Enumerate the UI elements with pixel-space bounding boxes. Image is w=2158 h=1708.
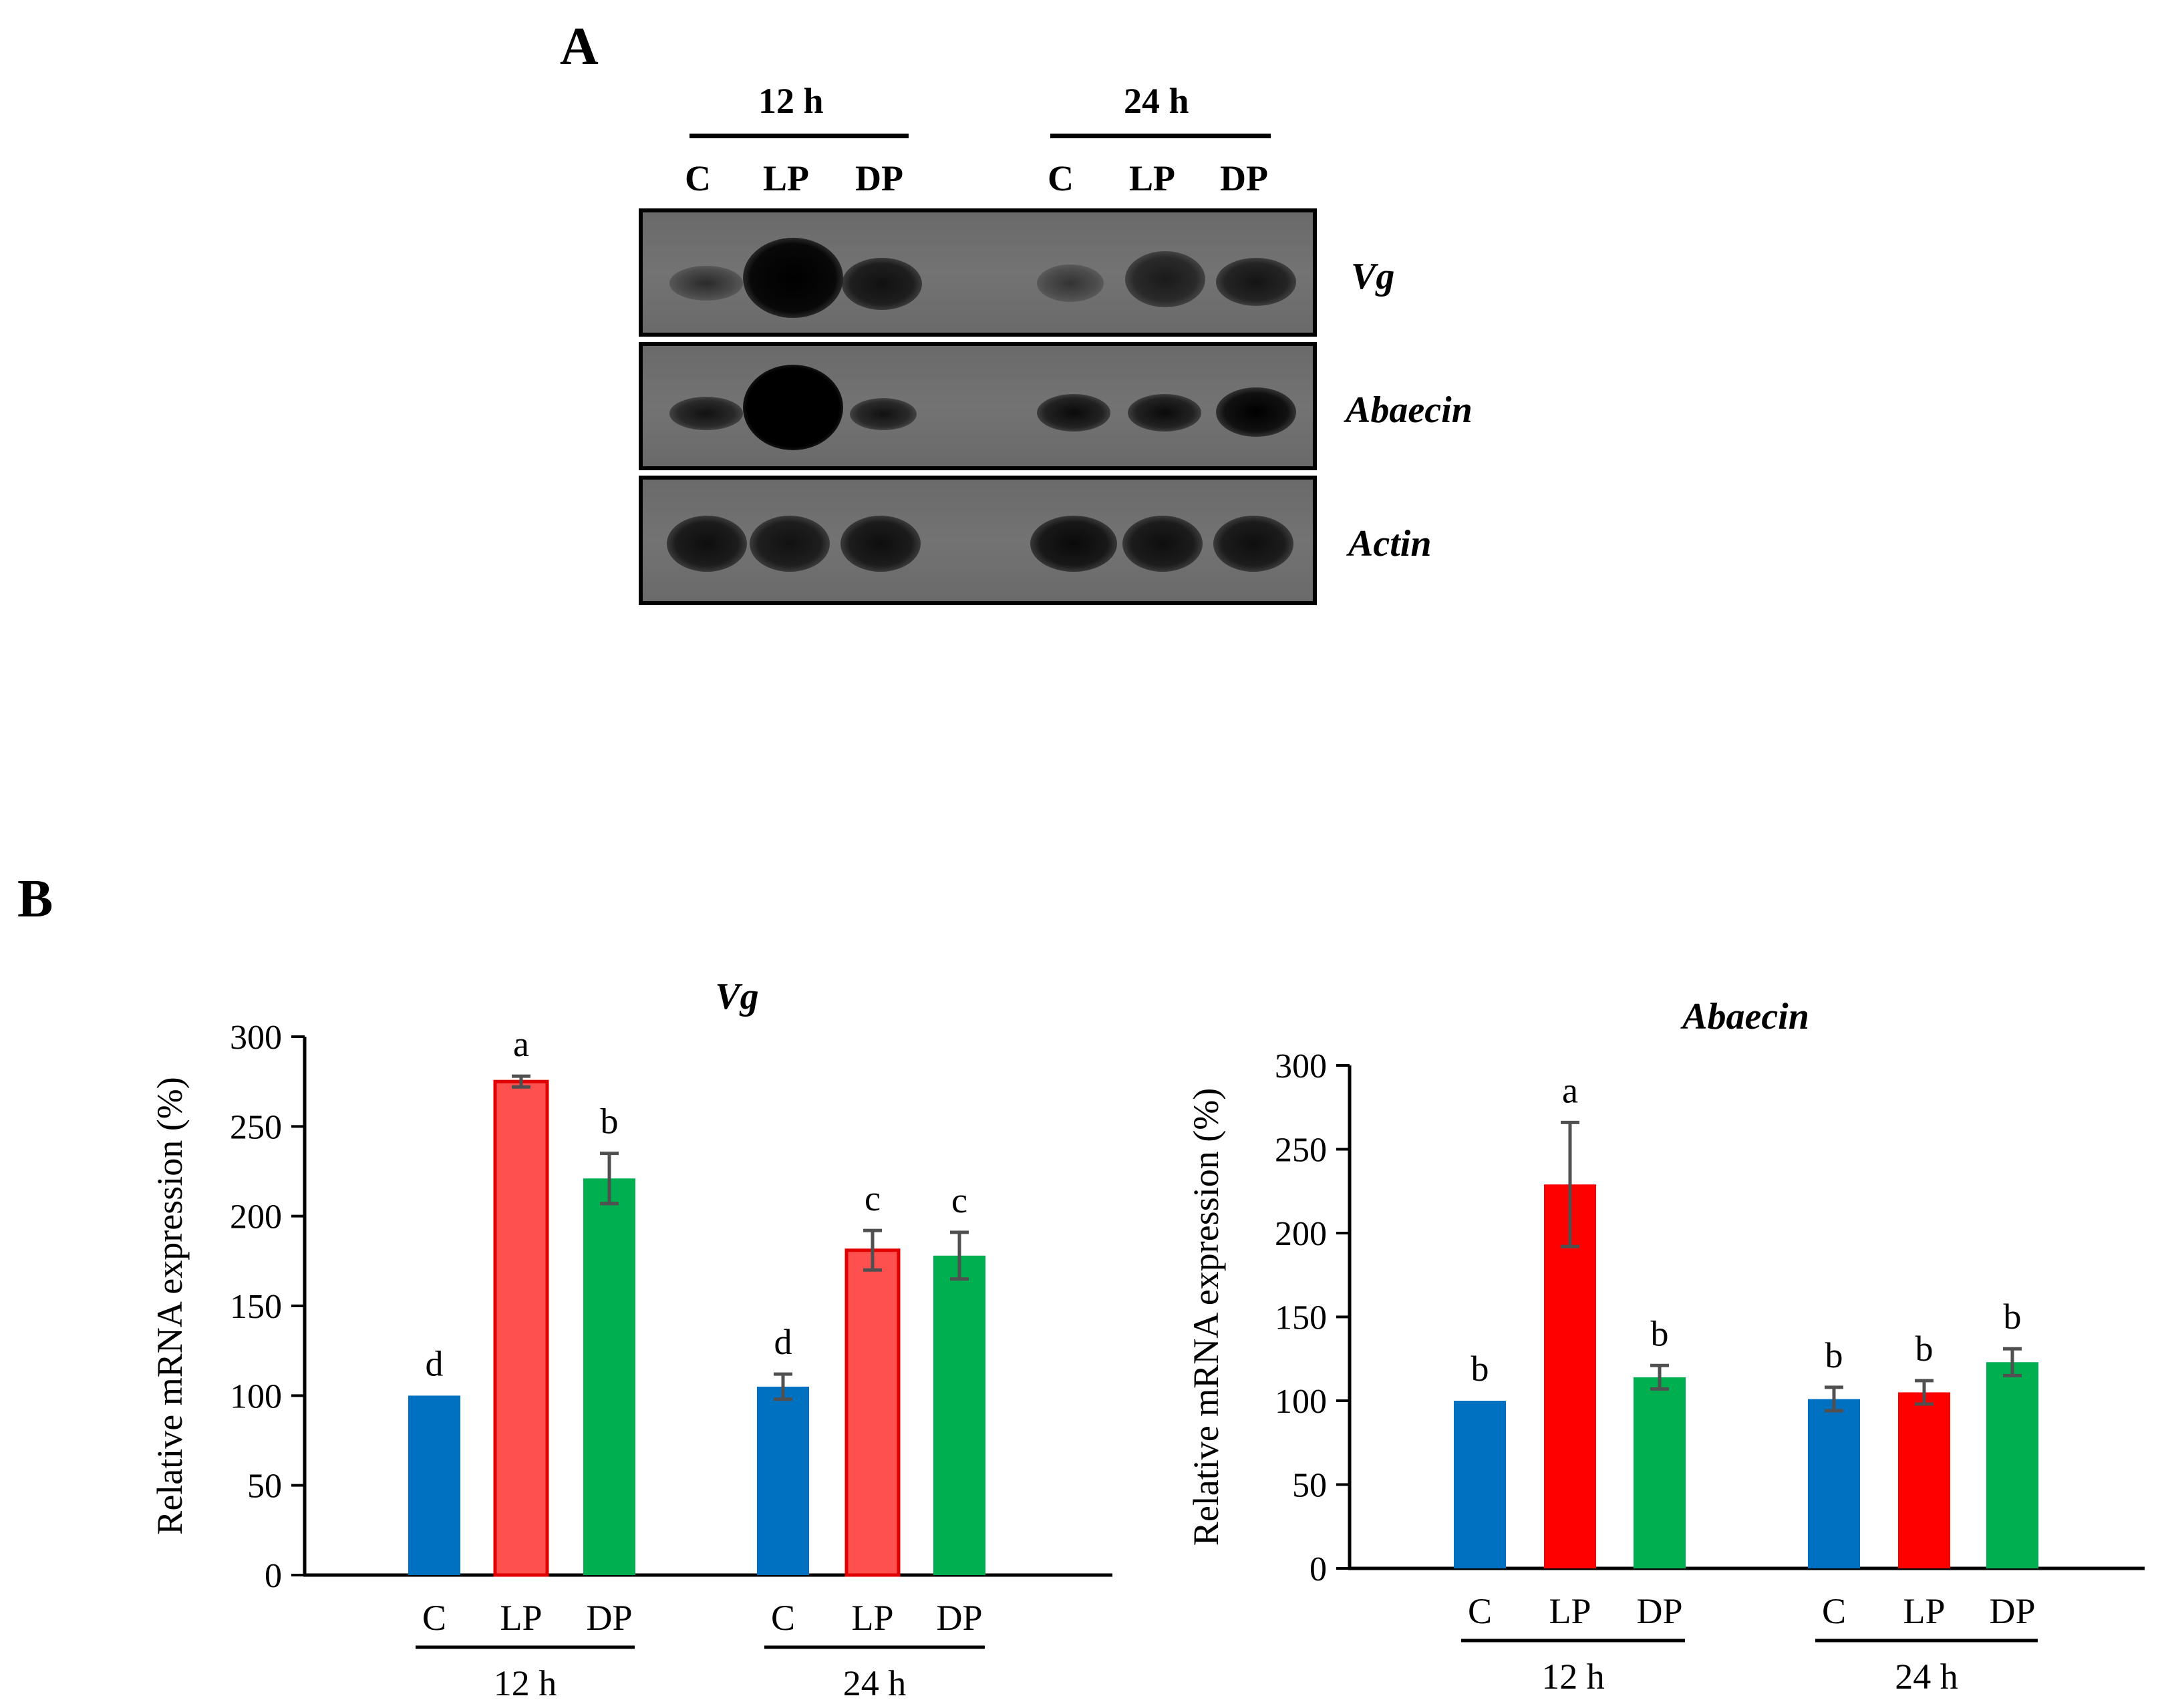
lane-label-12h-dp: DP [855, 158, 903, 198]
band-actin-12h-c [667, 516, 747, 572]
vg-ytick-label-100: 100 [230, 1377, 282, 1415]
lane-label-12h-c: C [685, 158, 711, 198]
ab-xtick-label-12h-c: C [1468, 1591, 1492, 1631]
panel-b-letter: B [17, 870, 53, 928]
blot-strip-vg [639, 208, 1317, 337]
vg-sig-letter-12h-c: d [426, 1343, 444, 1383]
vg-bar-12h-dp [583, 1178, 635, 1575]
band-vg-12h-dp [842, 258, 922, 310]
vg-ylabel: Relative mRNA expression (%) [150, 1077, 190, 1534]
lane-label-24h-dp: DP [1220, 158, 1268, 198]
band-actin-24h-dp [1213, 516, 1293, 572]
vg-xtick-label-12h-dp: DP [586, 1598, 632, 1638]
vg-ytick-label-250: 250 [230, 1108, 282, 1146]
band-ab-12h-dp [850, 398, 917, 430]
vg-group-label-24h: 24 h [843, 1663, 907, 1703]
ab-bar-12h-lp [1544, 1184, 1596, 1568]
ab-xtick-label-24h-dp: DP [1989, 1591, 2035, 1631]
ab-xtick-label-12h-dp: DP [1636, 1591, 1682, 1631]
ab-bar-12h-c [1454, 1401, 1506, 1568]
time-rule-24h [1050, 134, 1271, 138]
vg-ytick-label-50: 50 [247, 1468, 282, 1506]
ab-sig-letter-12h-lp: a [1562, 1070, 1578, 1110]
ab-ytick-label-150: 150 [1275, 1299, 1327, 1337]
band-ab-24h-dp [1216, 387, 1296, 437]
panel-a-letter: A [560, 17, 599, 76]
ab-ytick-label-0: 0 [1309, 1550, 1327, 1588]
band-vg-12h-c [669, 266, 743, 301]
vg-sig-letter-24h-lp: c [865, 1178, 881, 1218]
vg-sig-letter-24h-c: d [774, 1322, 792, 1362]
band-actin-24h-c [1030, 516, 1117, 572]
ab-ytick-label-50: 50 [1292, 1467, 1327, 1505]
vg-ytick-label-200: 200 [230, 1198, 282, 1236]
band-actin-24h-lp [1122, 516, 1203, 572]
vg-group-label-12h: 12 h [494, 1663, 557, 1703]
ab-bar-24h-dp [1986, 1362, 2038, 1568]
vg-xtick-label-24h-lp: LP [851, 1598, 893, 1638]
blot-strip-abaecin [639, 342, 1317, 470]
ab-sig-letter-12h-c: b [1471, 1349, 1489, 1389]
blot-strip-actin [639, 476, 1317, 605]
vg-bar-24h-dp [933, 1255, 985, 1575]
band-ab-24h-c [1037, 394, 1110, 432]
vg-sig-letter-12h-lp: a [513, 1024, 529, 1064]
band-actin-12h-lp [750, 516, 830, 572]
ab-ytick-label-300: 300 [1275, 1047, 1327, 1085]
vg-xtick-label-24h-dp: DP [936, 1598, 982, 1638]
vg-sig-letter-24h-dp: c [951, 1180, 967, 1220]
time-label-24h: 24 h [1124, 81, 1189, 121]
ab-sig-letter-12h-dp: b [1651, 1313, 1669, 1353]
vg-ytick-label-0: 0 [265, 1557, 282, 1595]
ab-group-label-24h: 24 h [1895, 1657, 1958, 1697]
chart-abaecin: Abaecin Relative mRNA expression (%) 0 50 10… [1186, 996, 2145, 1697]
lane-label-24h-c: C [1048, 158, 1074, 198]
time-rule-12h [689, 134, 909, 138]
lane-label-12h-lp: LP [763, 158, 810, 198]
lane-label-24h-lp: LP [1129, 158, 1176, 198]
ab-sig-letter-24h-lp: b [1915, 1329, 1934, 1369]
band-ab-24h-lp [1128, 394, 1201, 432]
band-vg-24h-dp [1216, 258, 1296, 306]
vg-bar-24h-lp [844, 1248, 901, 1577]
ab-title: Abaecin [1680, 996, 1809, 1037]
ab-sig-letter-24h-dp: b [2004, 1297, 2022, 1337]
ab-ytick-label-100: 100 [1275, 1383, 1327, 1421]
vg-ytick-label-150: 150 [230, 1288, 282, 1326]
ab-bar-12h-dp [1634, 1377, 1686, 1568]
ab-bar-24h-c [1808, 1399, 1860, 1568]
vg-sig-letter-12h-dp: b [601, 1101, 619, 1142]
ab-ytick-label-250: 250 [1275, 1132, 1327, 1170]
vg-ytick-label-300: 300 [230, 1019, 282, 1057]
vg-bar-12h-lp [493, 1079, 549, 1577]
gene-label-abaecin: Abaecin [1346, 389, 1473, 431]
vg-bar-24h-c [757, 1386, 809, 1575]
band-actin-12h-dp [840, 516, 921, 572]
ab-ytick-label-200: 200 [1275, 1215, 1327, 1253]
band-vg-24h-c [1037, 265, 1104, 302]
band-ab-12h-c [669, 397, 743, 430]
ab-xtick-label-24h-c: C [1822, 1591, 1846, 1631]
ab-bar-24h-lp [1898, 1392, 1950, 1568]
vg-bar-12h-c [408, 1395, 460, 1575]
gene-label-actin: Actin [1348, 523, 1432, 564]
ab-xtick-label-12h-lp: LP [1549, 1591, 1591, 1631]
band-vg-12h-lp [743, 238, 843, 318]
vg-xtick-label-12h-lp: LP [500, 1598, 542, 1638]
gene-label-vg: Vg [1351, 256, 1395, 297]
ab-xtick-label-24h-lp: LP [1903, 1591, 1945, 1631]
ab-sig-letter-24h-c: b [1825, 1335, 1843, 1375]
ab-ylabel: Relative mRNA expression (%) [1186, 1088, 1226, 1546]
band-ab-12h-lp [743, 365, 843, 450]
time-label-12h: 12 h [758, 81, 824, 121]
vg-xtick-label-24h-c: C [771, 1598, 795, 1638]
chart-vg: Vg Relative mRNA expression (%) 0 50 100 150 2… [150, 976, 1112, 1703]
ab-group-label-12h: 12 h [1541, 1657, 1605, 1697]
vg-title: Vg [715, 976, 758, 1017]
vg-xtick-label-12h-c: C [422, 1598, 446, 1638]
band-vg-24h-lp [1125, 251, 1205, 307]
